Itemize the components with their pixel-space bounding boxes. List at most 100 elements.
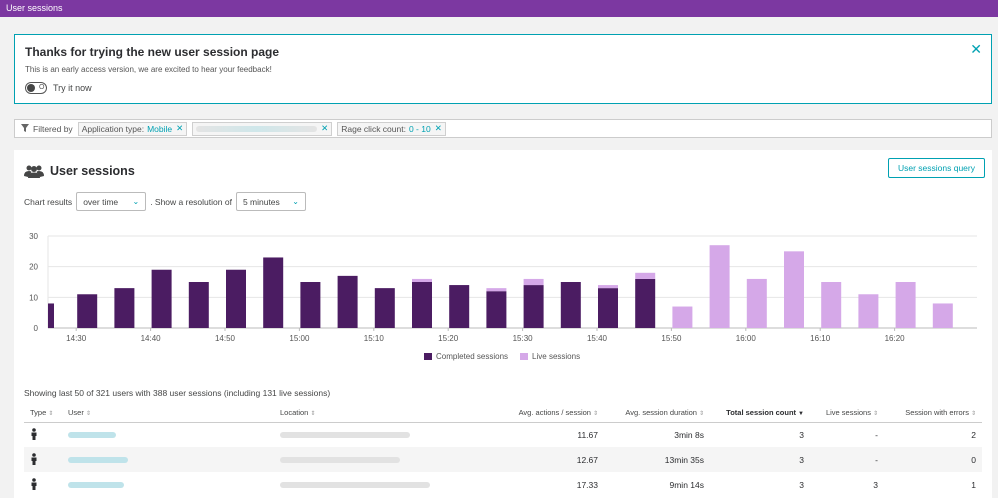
redacted-user-link[interactable] bbox=[68, 456, 128, 463]
chart-results-label: Chart results bbox=[24, 196, 73, 207]
try-it-now-toggle[interactable]: O bbox=[25, 82, 47, 94]
redacted-location bbox=[280, 431, 410, 438]
table-row[interactable]: 12.67 13min 35s 3 - 0 bbox=[24, 447, 982, 472]
filter-bar[interactable]: Filtered by Application type: Mobile ✕ ✕… bbox=[14, 119, 992, 138]
total-count-cell: 3 bbox=[710, 447, 810, 472]
chevron-down-icon: ⌄ bbox=[132, 197, 140, 206]
live-sessions-cell: - bbox=[875, 429, 878, 440]
table-summary: Showing last 50 of 321 users with 388 us… bbox=[24, 388, 331, 398]
legend-live-label: Live sessions bbox=[532, 352, 581, 361]
bar-live bbox=[821, 282, 842, 328]
bar-completed bbox=[188, 282, 209, 328]
location-cell bbox=[274, 472, 504, 497]
y-tick-label: 30 bbox=[29, 232, 38, 241]
bar-completed bbox=[635, 278, 656, 328]
bar-completed bbox=[77, 294, 98, 328]
live-sessions-cell: 3 bbox=[873, 479, 878, 490]
col-avg-duration[interactable]: Avg. session duration ⇕ bbox=[604, 404, 710, 423]
legend-completed[interactable]: Completed sessions bbox=[424, 352, 508, 361]
chart-legend: Completed sessions Live sessions bbox=[424, 352, 580, 361]
users-icon bbox=[24, 165, 44, 178]
col-user[interactable]: User ⇕ bbox=[62, 404, 274, 423]
legend-live[interactable]: Live sessions bbox=[520, 352, 580, 361]
person-icon bbox=[31, 452, 37, 465]
early-access-banner: Thanks for trying the new user session p… bbox=[14, 34, 992, 104]
filter-label: Filtered by bbox=[33, 123, 73, 134]
x-tick-label: 16:10 bbox=[810, 334, 831, 343]
errors-cell: 0 bbox=[884, 447, 982, 472]
close-icon[interactable]: ✕ bbox=[970, 41, 982, 57]
table-row[interactable]: 17.33 9min 14s 3 3 1 bbox=[24, 472, 982, 497]
sort-icon: ⇕ bbox=[592, 411, 598, 418]
col-session-with-errors[interactable]: Session with errors ⇕ bbox=[884, 404, 982, 423]
bar-completed bbox=[449, 285, 470, 328]
bar-live bbox=[672, 306, 693, 328]
filter-icon bbox=[21, 123, 29, 134]
sort-icon: ⇕ bbox=[310, 411, 316, 418]
user-sessions-query-button[interactable]: User sessions query bbox=[888, 158, 985, 178]
redacted-location bbox=[280, 481, 430, 488]
x-tick-label: 15:20 bbox=[438, 334, 459, 343]
chart-results-select[interactable]: over time ⌄ bbox=[76, 192, 147, 211]
bar-live bbox=[412, 278, 432, 282]
remove-filter-icon[interactable]: ✕ bbox=[321, 123, 329, 133]
chip-name: Rage click count: bbox=[341, 123, 406, 134]
legend-swatch-live bbox=[520, 353, 529, 361]
col-live-sessions[interactable]: Live sessions ⇕ bbox=[810, 404, 884, 423]
toggle-label: Try it now bbox=[53, 83, 92, 93]
bar-completed bbox=[114, 288, 135, 328]
bar-live bbox=[486, 288, 507, 292]
user-cell[interactable] bbox=[62, 447, 274, 472]
type-cell bbox=[24, 472, 62, 497]
filter-chip-redacted[interactable]: ✕ bbox=[192, 121, 333, 136]
filter-chip-application-type[interactable]: Application type: Mobile ✕ bbox=[77, 121, 188, 136]
x-tick-label: 16:20 bbox=[885, 334, 906, 343]
bar-live bbox=[746, 278, 767, 328]
chip-value: 0 - 10 bbox=[408, 123, 431, 134]
live-sessions-cell: - bbox=[810, 447, 884, 472]
user-sessions-panel: User sessions User sessions query Chart … bbox=[14, 150, 992, 498]
location-cell bbox=[274, 447, 504, 472]
bar-completed bbox=[48, 303, 54, 328]
person-icon bbox=[31, 477, 37, 490]
errors-cell: 2 bbox=[971, 429, 976, 440]
col-label: Total session count bbox=[726, 408, 797, 418]
user-cell[interactable] bbox=[62, 422, 274, 447]
bar-live bbox=[932, 303, 953, 328]
panel-title: User sessions bbox=[50, 164, 135, 178]
remove-filter-icon[interactable]: ✕ bbox=[176, 123, 184, 133]
sessions-chart: 0 10 20 30 14:30 14:40 14:50 15:00 15:10 15:20 15:… bbox=[29, 232, 977, 343]
sort-icon: ⇕ bbox=[698, 411, 704, 418]
col-total-session-count[interactable]: Total session count ▼ bbox=[710, 404, 810, 423]
bar-live bbox=[709, 245, 730, 328]
chart-results-value: over time bbox=[83, 196, 119, 207]
avg-duration-cell: 9min 14s bbox=[669, 479, 705, 490]
sort-desc-icon: ▼ bbox=[798, 411, 804, 418]
bar-completed bbox=[151, 269, 172, 328]
table-row[interactable]: 11.67 3min 8s 3 - 2 bbox=[24, 422, 982, 447]
col-label: User bbox=[68, 408, 84, 418]
chevron-down-icon: ⌄ bbox=[292, 197, 299, 206]
resolution-select[interactable]: 5 minutes ⌄ bbox=[235, 192, 306, 211]
bar-completed bbox=[226, 269, 246, 328]
bar-live bbox=[598, 285, 618, 289]
remove-filter-icon[interactable]: ✕ bbox=[434, 123, 442, 133]
avg-duration-cell: 3min 8s bbox=[674, 429, 704, 440]
col-location[interactable]: Location ⇕ bbox=[274, 404, 504, 423]
avg-actions-cell: 11.67 bbox=[577, 429, 598, 440]
col-label: Avg. session duration bbox=[625, 408, 697, 418]
redacted-user-link[interactable] bbox=[68, 431, 116, 438]
filter-chip-rage-click-count[interactable]: Rage click count: 0 - 10 ✕ bbox=[337, 121, 446, 136]
top-bar-title: User sessions bbox=[6, 3, 63, 13]
errors-cell: 1 bbox=[971, 479, 976, 490]
user-cell[interactable] bbox=[62, 472, 274, 497]
redacted-user-link[interactable] bbox=[68, 481, 124, 488]
x-tick-label: 14:40 bbox=[141, 334, 162, 343]
redacted-location bbox=[280, 456, 400, 463]
col-label: Type bbox=[30, 408, 47, 418]
x-tick-label: 15:30 bbox=[513, 334, 534, 343]
sort-icon: ⇕ bbox=[48, 411, 54, 418]
bar-completed bbox=[598, 288, 618, 328]
col-type[interactable]: Type ⇕ bbox=[24, 404, 62, 423]
col-avg-actions[interactable]: Avg. actions / session ⇕ bbox=[504, 404, 604, 423]
